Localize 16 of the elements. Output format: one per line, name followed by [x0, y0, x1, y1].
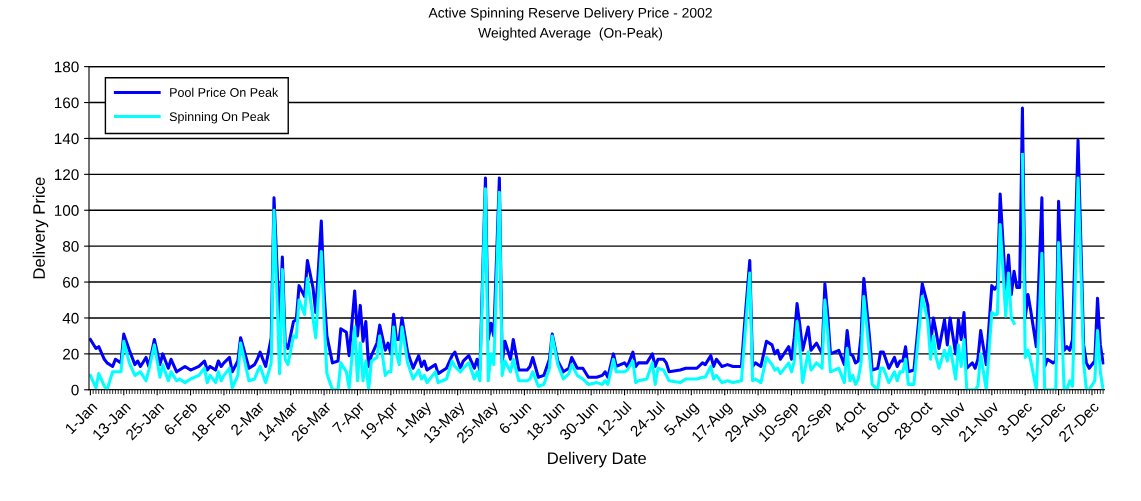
y-tick-label: 20: [63, 348, 79, 360]
legend-label: Spinning On Peak: [169, 111, 270, 124]
y-axis-title: Delivery Price: [32, 177, 49, 279]
y-tick-label: 80: [62, 241, 79, 252]
y-tick-label: 0: [71, 384, 79, 396]
y-tick-label: 40: [62, 312, 79, 324]
y-tick-label: 140: [54, 133, 79, 145]
y-tick-label: 180: [54, 61, 79, 73]
y-tick-label: 160: [54, 97, 79, 109]
y-tick-label: 60: [63, 276, 79, 288]
y-tick-label: 100: [54, 205, 79, 216]
y-tick-label: 120: [54, 169, 79, 181]
chart-subtitle: Weighted Average (On-Peak): [478, 27, 663, 41]
chart-title: Active Spinning Reserve Delivery Price - 2002: [428, 7, 712, 21]
legend-label: Pool Price On Peak: [170, 87, 279, 97]
x-axis-title: Delivery Date: [548, 451, 647, 468]
